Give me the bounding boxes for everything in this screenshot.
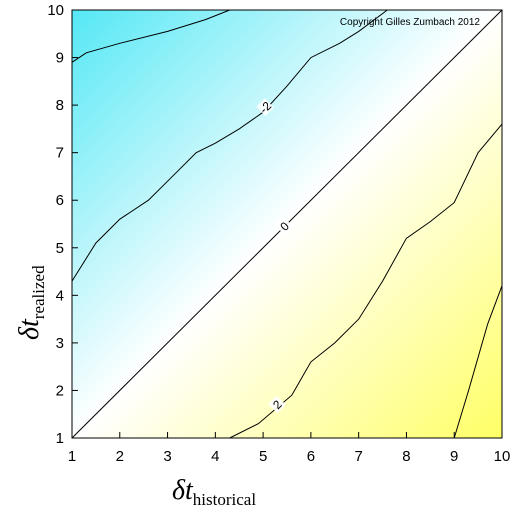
contour-line-0	[71, 9, 388, 282]
y-tick-label: 7	[56, 145, 64, 162]
y-tick-label: 10	[47, 2, 64, 19]
x-tick-label: 10	[494, 448, 511, 465]
y-axis-label: δtrealized	[14, 265, 48, 340]
y-tick-label: 8	[56, 97, 64, 114]
x-tick-label: 9	[450, 448, 458, 465]
x-axis-ticks: 1 2 3 4 5 6 7 8 9 10	[68, 432, 511, 465]
y-tick-label: 3	[56, 335, 64, 352]
x-tick-label: 3	[163, 448, 171, 465]
contour-label-bg	[275, 217, 294, 235]
copyright-annotation: Copyright Gilles Zumbach 2012	[340, 17, 481, 28]
contour-label-bg	[268, 395, 286, 414]
plot-frame	[71, 9, 503, 439]
x-tick-label: 7	[354, 448, 362, 465]
x-tick-label: 6	[307, 448, 315, 465]
x-axis-label-subscript: historical	[193, 490, 257, 509]
contour-line-3	[229, 123, 503, 439]
y-axis-label-subscript: realized	[29, 265, 48, 319]
x-tick-label: 8	[402, 448, 410, 465]
contour-label-bg	[256, 98, 274, 116]
y-axis-ticks: 1 2 3 4 5 6 7 8 9 10	[47, 2, 78, 447]
x-tick-label: 1	[68, 448, 76, 465]
y-tick-label: 6	[56, 192, 64, 209]
x-axis-label-symbol: δt	[172, 475, 194, 506]
y-tick-label: 1	[56, 430, 64, 447]
y-axis-label-symbol: δt	[14, 318, 45, 340]
x-tick-label: 4	[211, 448, 219, 465]
x-tick-label: 2	[116, 448, 124, 465]
contour-label-2: 0	[275, 217, 294, 235]
y-tick-label: 2	[56, 382, 64, 399]
contour-line-4	[453, 285, 503, 439]
x-tick-label: 5	[259, 448, 267, 465]
y-tick-label: 4	[56, 287, 64, 304]
y-tick-label: 9	[56, 50, 64, 67]
x-axis-label: δthistorical	[172, 475, 256, 509]
y-tick-label: 5	[56, 240, 64, 257]
contour-line-1	[71, 9, 230, 63]
contour-label-3: 2	[268, 395, 286, 414]
